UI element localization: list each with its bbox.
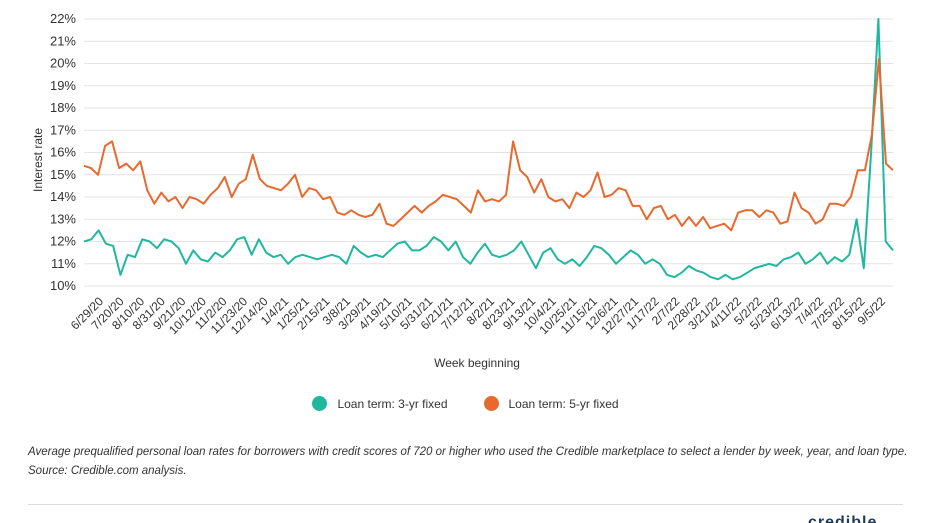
legend-marker-3yr: [312, 396, 328, 411]
y-tick-label: 17%: [50, 122, 76, 137]
y-tick-label: 15%: [50, 167, 76, 182]
y-tick-label: 16%: [50, 145, 76, 160]
y-axis-label: Interest rate: [31, 128, 45, 192]
legend-label-3yr: Loan term: 3-yr fixed: [337, 396, 448, 411]
y-tick-label: 19%: [50, 78, 76, 93]
series-line-3yr: [83, 18, 894, 281]
y-tick-labels: 10% 11% 12% 13% 14% 15% 16% 17% 18% 19% 20% 21% 22%: [50, 11, 76, 293]
y-tick-label: 14%: [50, 189, 76, 204]
y-tick-label: 13%: [50, 211, 76, 226]
y-tick-label: 21%: [50, 33, 76, 48]
chart-caption: Average prequalified personal loan rates…: [28, 446, 908, 477]
line-chart: 10%11%12%13%14%15%16%17%18%19%20%21%22% …: [31, 11, 894, 370]
legend-item-5yr[interactable]: Loan term: 5-yr fixed: [483, 396, 619, 411]
legend-marker-5yr: [483, 396, 499, 411]
y-tick-label: 18%: [50, 100, 76, 115]
grid-lines: [84, 18, 893, 287]
x-axis-label: Week beginning: [434, 356, 520, 370]
y-tick-label: 12%: [50, 234, 76, 249]
y-tick-label: 20%: [50, 56, 76, 71]
x-tick-labels: 6/29/207/20/208/10/208/31/209/21/2010/12…: [68, 294, 888, 337]
chart-legend: Loan term: 3-yr fixed Loan term: 5-yr fi…: [0, 396, 931, 411]
legend-item-3yr[interactable]: Loan term: 3-yr fixed: [312, 396, 448, 411]
y-tick-label: 11%: [51, 256, 76, 271]
credible-logo: credible: [808, 514, 878, 523]
y-tick-label: 10%: [50, 278, 76, 293]
footer-divider: [28, 504, 903, 505]
y-tick-label: 22%: [50, 11, 76, 26]
series-lines: [83, 18, 894, 281]
series-line-5yr: [83, 58, 894, 232]
legend-label-5yr: Loan term: 5-yr fixed: [508, 396, 619, 411]
